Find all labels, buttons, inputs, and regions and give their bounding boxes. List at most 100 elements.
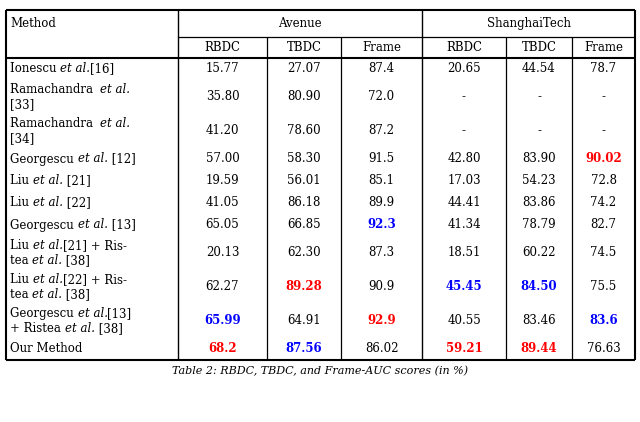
Text: 68.2: 68.2 [208,343,237,355]
Text: 86.02: 86.02 [365,343,398,355]
Text: 86.18: 86.18 [287,197,321,209]
Text: 41.34: 41.34 [447,219,481,232]
Text: et al.: et al. [33,273,63,286]
Text: 89.44: 89.44 [521,343,557,355]
Text: 92.9: 92.9 [367,314,396,327]
Text: 89.28: 89.28 [285,281,323,293]
Text: 87.3: 87.3 [369,246,395,260]
Text: 41.05: 41.05 [205,197,239,209]
Text: 62.30: 62.30 [287,246,321,260]
Text: tea: tea [10,288,33,301]
Text: 54.23: 54.23 [522,175,556,187]
Text: 78.7: 78.7 [591,62,616,76]
Text: 44.54: 44.54 [522,62,556,76]
Text: et al.: et al. [33,175,63,187]
Text: 76.63: 76.63 [587,343,620,355]
Text: et al.: et al. [100,117,131,130]
Text: Table 2: RBDC, TBDC, and Frame-AUC scores (in %): Table 2: RBDC, TBDC, and Frame-AUC score… [172,366,468,376]
Text: 64.91: 64.91 [287,314,321,327]
Text: 72.0: 72.0 [369,90,395,103]
Text: 40.55: 40.55 [447,314,481,327]
Text: et al.: et al. [60,62,90,76]
Text: 35.80: 35.80 [205,90,239,103]
Text: Liu: Liu [10,197,33,209]
Text: et al.: et al. [33,239,63,252]
Text: Liu: Liu [10,175,33,187]
Text: + Ristea: + Ristea [10,322,65,335]
Text: Avenue: Avenue [278,17,322,30]
Text: 78.60: 78.60 [287,124,321,138]
Text: et al.: et al. [77,152,108,165]
Text: -: - [462,90,466,103]
Text: 59.21: 59.21 [445,343,483,355]
Text: 65.99: 65.99 [204,314,241,327]
Text: 66.85: 66.85 [287,219,321,232]
Text: 89.9: 89.9 [369,197,395,209]
Text: [13]: [13] [108,307,132,320]
Text: Georgescu: Georgescu [10,152,77,165]
Text: et al.: et al. [65,322,95,335]
Text: 57.00: 57.00 [205,152,239,165]
Text: Georgescu: Georgescu [10,307,77,320]
Text: 20.65: 20.65 [447,62,481,76]
Text: RBDC: RBDC [446,41,482,54]
Text: 80.90: 80.90 [287,90,321,103]
Text: Ramachandra: Ramachandra [10,117,100,130]
Text: 27.07: 27.07 [287,62,321,76]
Text: 72.8: 72.8 [591,175,616,187]
Text: [12]: [12] [108,152,135,165]
Text: 65.05: 65.05 [205,219,239,232]
Text: 19.59: 19.59 [205,175,239,187]
Text: [38]: [38] [62,254,90,267]
Text: Our Method: Our Method [10,343,83,355]
Text: 92.3: 92.3 [367,219,396,232]
Text: Ionescu: Ionescu [10,62,60,76]
Text: 84.50: 84.50 [521,281,557,293]
Text: 83.6: 83.6 [589,314,618,327]
Text: 20.13: 20.13 [205,246,239,260]
Text: tea: tea [10,254,33,267]
Text: 83.86: 83.86 [522,197,556,209]
Text: [21] + Ris-: [21] + Ris- [63,239,127,252]
Text: 90.9: 90.9 [369,281,395,293]
Text: [21]: [21] [63,175,90,187]
Text: 15.77: 15.77 [205,62,239,76]
Text: 87.4: 87.4 [369,62,395,76]
Text: et al.: et al. [100,83,131,96]
Text: 44.41: 44.41 [447,197,481,209]
Text: 82.7: 82.7 [591,219,616,232]
Text: et al.: et al. [33,197,63,209]
Text: 74.5: 74.5 [590,246,616,260]
Text: -: - [537,124,541,138]
Text: Frame: Frame [362,41,401,54]
Text: 62.27: 62.27 [205,281,239,293]
Text: 85.1: 85.1 [369,175,394,187]
Text: TBDC: TBDC [522,41,557,54]
Text: 75.5: 75.5 [590,281,616,293]
Text: [16]: [16] [90,62,115,76]
Text: [22] + Ris-: [22] + Ris- [63,273,127,286]
Text: 58.30: 58.30 [287,152,321,165]
Text: Liu: Liu [10,239,33,252]
Text: 60.22: 60.22 [522,246,556,260]
Text: 45.45: 45.45 [445,281,483,293]
Text: et al.: et al. [77,219,108,232]
Text: RBDC: RBDC [205,41,241,54]
Text: 87.56: 87.56 [285,343,323,355]
Text: 90.02: 90.02 [585,152,622,165]
Text: Georgescu: Georgescu [10,219,77,232]
Text: [22]: [22] [63,197,90,209]
Text: 78.79: 78.79 [522,219,556,232]
Text: 74.2: 74.2 [591,197,616,209]
Text: Liu: Liu [10,273,33,286]
Text: 87.2: 87.2 [369,124,394,138]
Text: ShanghaiTech: ShanghaiTech [486,17,570,30]
Text: 41.20: 41.20 [205,124,239,138]
Text: 83.46: 83.46 [522,314,556,327]
Text: Method: Method [10,17,56,30]
Text: et al.: et al. [33,254,62,267]
Text: et al.: et al. [33,288,62,301]
Text: [34]: [34] [10,132,35,145]
Text: 91.5: 91.5 [369,152,395,165]
Text: [38]: [38] [95,322,122,335]
